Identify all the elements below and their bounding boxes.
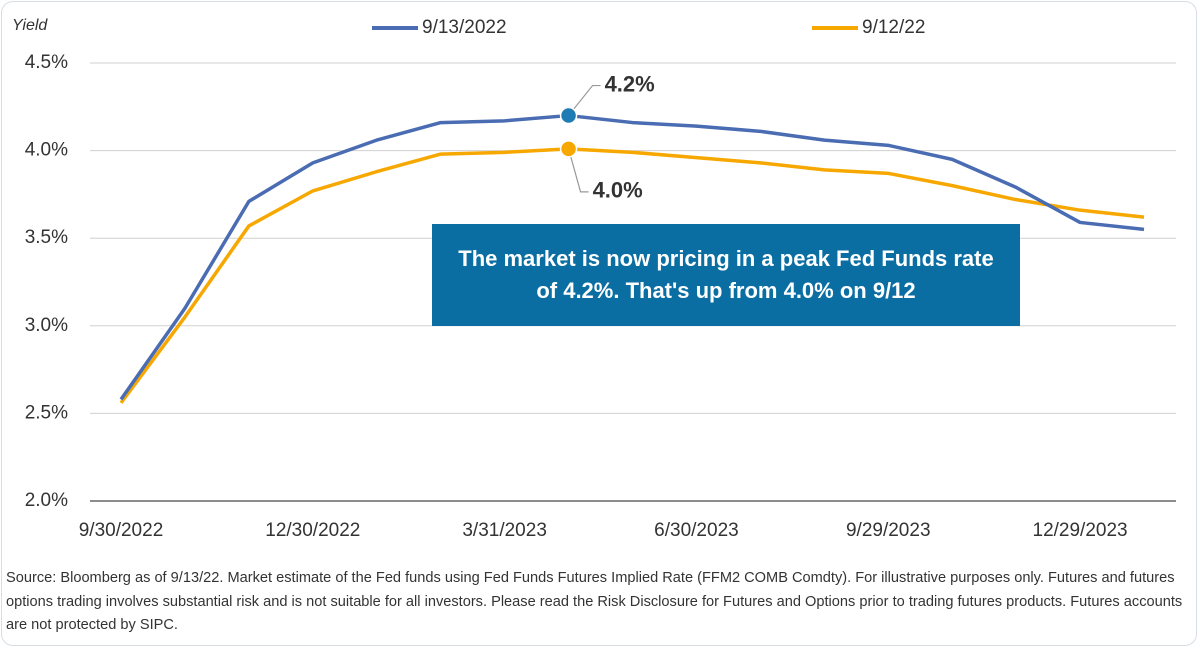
data-label: 4.0% bbox=[593, 178, 643, 203]
y-axis-label: Yield bbox=[12, 17, 48, 34]
label-connector bbox=[567, 148, 589, 193]
y-tick-label: 2.0% bbox=[25, 490, 68, 511]
x-tick-label: 9/29/2023 bbox=[846, 520, 931, 541]
series-line bbox=[119, 147, 1145, 404]
x-tick-label: 3/31/2023 bbox=[462, 520, 547, 541]
y-tick-label: 2.5% bbox=[25, 402, 68, 423]
x-tick-label: 12/30/2022 bbox=[265, 520, 360, 541]
y-tick-label: 4.5% bbox=[25, 52, 68, 73]
y-tick-label: 3.0% bbox=[25, 315, 68, 336]
y-tick-label: 4.0% bbox=[25, 140, 68, 161]
label-connector bbox=[568, 84, 601, 116]
legend-label: 9/12/22 bbox=[862, 17, 925, 38]
legend-label: 9/13/2022 bbox=[422, 17, 507, 38]
x-tick-label: 6/30/2023 bbox=[654, 520, 739, 541]
footnote: Source: Bloomberg as of 9/13/22. Market … bbox=[6, 570, 1183, 633]
x-tick-label: 9/30/2022 bbox=[79, 520, 164, 541]
data-label: 4.2% bbox=[605, 71, 655, 96]
series-line bbox=[119, 113, 1145, 401]
y-tick-label: 3.5% bbox=[25, 227, 68, 248]
callout: The market is now pricing in a peak Fed … bbox=[432, 224, 1020, 326]
chart: Yield 2.0% 2.5% 3.0% 3.5% 4.0% 4.5% 9/30/2022 1… bbox=[12, 17, 1176, 541]
peak-marker bbox=[559, 140, 578, 158]
x-tick-label: 12/29/2023 bbox=[1033, 520, 1128, 541]
peak-marker bbox=[559, 106, 578, 125]
